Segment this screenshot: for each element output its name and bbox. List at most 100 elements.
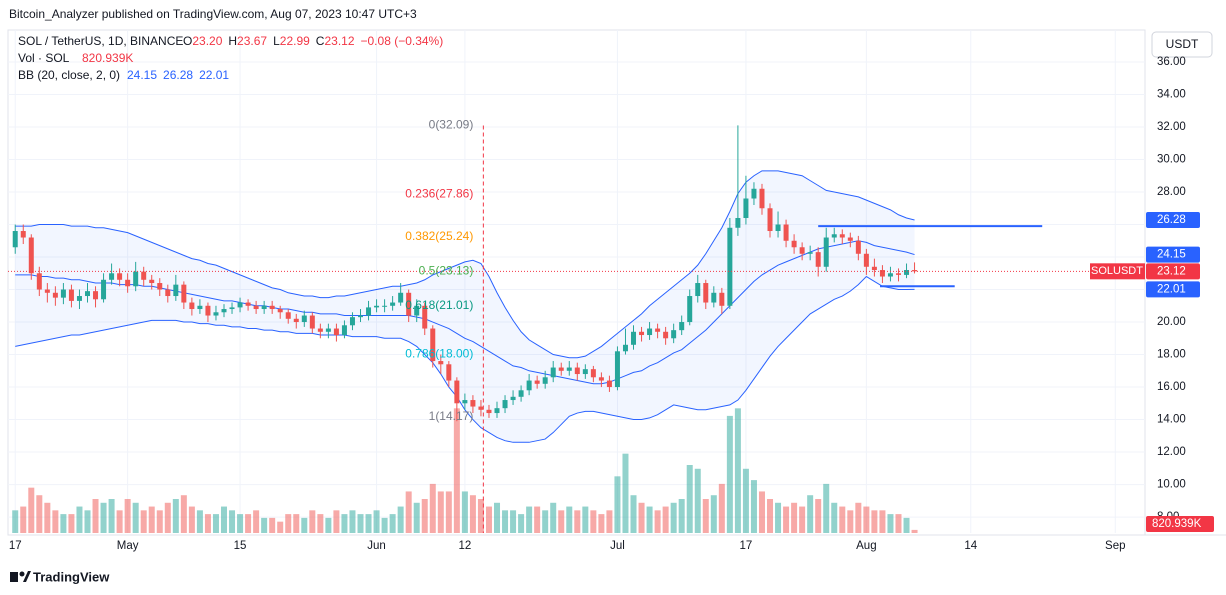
- volume-bar: [124, 499, 131, 533]
- volume-tag: [1146, 516, 1214, 532]
- x-tick-label: 15: [234, 540, 247, 552]
- fib-label: 0.382(25.24): [405, 229, 473, 243]
- logo: [10, 571, 31, 582]
- candle-body: [213, 312, 219, 316]
- volume-bar: [92, 499, 99, 533]
- candle-body: [68, 289, 74, 301]
- candle-body: [358, 315, 364, 318]
- candle-body: [414, 305, 420, 316]
- candle-body: [149, 279, 155, 284]
- candle-body: [534, 380, 540, 384]
- volume-bar: [445, 491, 452, 533]
- candle-body: [101, 279, 107, 300]
- volume-bar: [895, 514, 902, 533]
- candle-body: [229, 307, 235, 310]
- volume-bar: [670, 502, 677, 533]
- volume-bar: [799, 506, 806, 533]
- volume-bar: [100, 502, 107, 533]
- volume-bar: [20, 506, 27, 533]
- volume-bar: [710, 495, 717, 533]
- candle-body: [333, 328, 339, 336]
- volume-bar: [373, 510, 380, 533]
- candle-body: [494, 408, 500, 414]
- volume-bar: [750, 480, 757, 533]
- volume-bar: [638, 502, 645, 533]
- volume-bar: [52, 510, 59, 533]
- symbol: SOL / TetherUS, 1D, BINANCE: [18, 34, 183, 48]
- candle-body: [783, 224, 789, 241]
- volume-bar: [654, 510, 661, 533]
- candle-body: [478, 406, 484, 410]
- volume-bar: [237, 514, 244, 533]
- candle-body: [205, 305, 211, 316]
- candle-body: [631, 331, 637, 345]
- candle-body: [767, 208, 773, 232]
- volume-bar: [180, 495, 187, 533]
- candle-body: [735, 218, 741, 228]
- volume-bar: [469, 495, 476, 533]
- volume-bar: [365, 514, 372, 533]
- volume-bar: [212, 514, 219, 533]
- candle-body: [269, 305, 275, 310]
- candle-body: [582, 369, 588, 375]
- price-tag: [1146, 281, 1200, 298]
- volume-bar: [582, 506, 589, 533]
- candle-body: [751, 188, 757, 199]
- candle-body: [847, 237, 853, 241]
- volume-bar: [502, 510, 509, 533]
- candle-body: [285, 312, 291, 319]
- volume-bar: [558, 510, 565, 533]
- volume-bar: [510, 510, 517, 533]
- volume-bar: [413, 502, 420, 533]
- bb-value: 26.28: [163, 68, 193, 82]
- volume-bar: [855, 502, 862, 533]
- candle-body: [309, 315, 315, 329]
- candle-body: [566, 367, 572, 371]
- volume-bar: [863, 506, 870, 533]
- candle-body: [261, 305, 267, 310]
- candle-body: [277, 309, 283, 313]
- volume-bar: [767, 499, 774, 533]
- candle-body: [12, 231, 18, 248]
- fib-label: 0.236(27.86): [405, 186, 473, 200]
- candle-body: [301, 315, 307, 323]
- volume-bar: [405, 491, 412, 533]
- candle-body: [558, 367, 564, 371]
- volume-bar: [783, 506, 790, 533]
- candle-body: [502, 400, 508, 409]
- volume-bar: [156, 510, 163, 533]
- price-tag-label: 23.12: [1157, 265, 1186, 277]
- candle-body: [438, 361, 444, 365]
- volume-bar: [494, 502, 501, 533]
- y-tick-label: 20.00: [1157, 316, 1186, 328]
- price-tag: [1146, 246, 1200, 263]
- candle-body: [189, 302, 195, 310]
- volume-bar: [28, 487, 35, 533]
- volume-bar: [269, 517, 276, 533]
- y-tick-label: 14.00: [1157, 414, 1186, 426]
- volume-bar: [253, 510, 260, 533]
- volume-bar: [389, 514, 396, 533]
- volume-bar: [188, 506, 195, 533]
- bb-value: 24.15: [127, 68, 157, 82]
- candle-body: [125, 279, 131, 287]
- volume-bar: [341, 514, 348, 533]
- volume-bar: [333, 510, 340, 533]
- x-tick-label: 12: [458, 540, 471, 552]
- ohlc-value: 23.20: [192, 34, 222, 48]
- volume-bar: [36, 495, 43, 533]
- candle-body: [703, 283, 709, 303]
- candle-body: [887, 273, 893, 277]
- x-tick-label: Aug: [856, 540, 876, 552]
- plot: [8, 30, 1145, 533]
- y-tick-label: 32.00: [1157, 121, 1186, 133]
- candle-body: [406, 292, 412, 316]
- volume-bar: [903, 517, 910, 533]
- currency-button-label[interactable]: USDT: [1166, 37, 1199, 51]
- candle-body: [743, 198, 749, 219]
- fib-label: 0.618(21.01): [405, 298, 473, 312]
- volume-bar: [461, 491, 468, 533]
- currency-button[interactable]: [1151, 31, 1213, 58]
- fib-label: 0.786(18.00): [405, 347, 473, 361]
